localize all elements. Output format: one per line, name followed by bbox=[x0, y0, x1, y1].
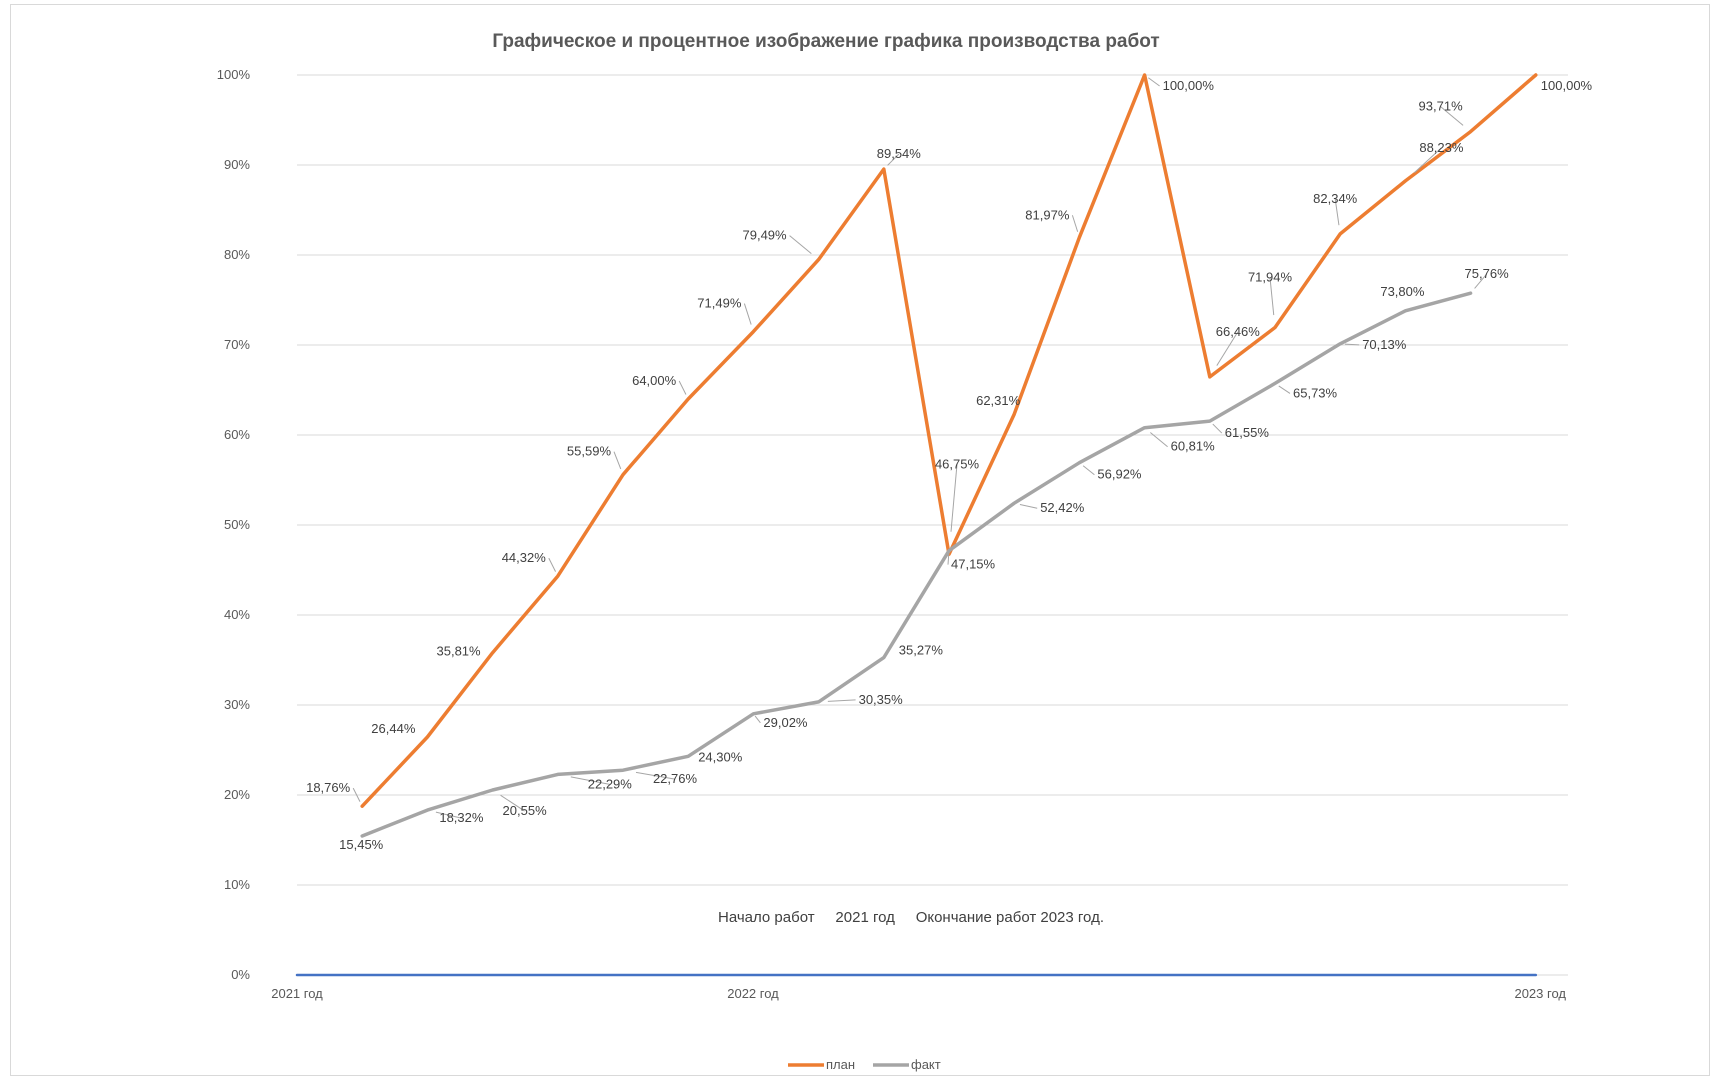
data-label: 100,00% bbox=[1541, 78, 1593, 93]
data-label: 18,32% bbox=[439, 810, 484, 825]
legend-label: план bbox=[826, 1057, 855, 1072]
y-axis-ticks: 0% 10% 20% 30% 40% 50% 60% 70% 80% 90% 100% bbox=[217, 67, 251, 982]
data-label: 24,30% bbox=[698, 749, 743, 764]
label-leader bbox=[827, 699, 856, 702]
y-tick-label: 60% bbox=[224, 427, 250, 442]
label-leader bbox=[1269, 277, 1275, 316]
label-leader bbox=[743, 303, 752, 325]
data-label: 55,59% bbox=[567, 444, 612, 459]
chart-annotation: Начало работ 2021 год Окончание работ 20… bbox=[718, 909, 1104, 926]
data-label: 60,81% bbox=[1171, 439, 1216, 454]
label-leader bbox=[570, 776, 610, 785]
x-axis-ticks: 2021 год 2022 год 2023 год bbox=[271, 986, 1566, 1001]
x-tick-label: 2023 год bbox=[1514, 986, 1566, 1001]
label-leader bbox=[1019, 503, 1038, 509]
data-label: 66,46% bbox=[1216, 324, 1261, 339]
data-label: 100,00% bbox=[1163, 78, 1215, 93]
data-label: 73,80% bbox=[1380, 284, 1425, 299]
data-label: 93,71% bbox=[1419, 99, 1464, 114]
legend: план факт bbox=[788, 1057, 941, 1072]
legend-label: факт bbox=[911, 1057, 941, 1072]
label-leader bbox=[950, 464, 958, 532]
data-label: 46,75% bbox=[935, 456, 980, 471]
data-label: 35,27% bbox=[899, 643, 944, 658]
y-tick-label: 0% bbox=[231, 967, 250, 982]
data-label: 61,55% bbox=[1225, 425, 1270, 440]
label-leader bbox=[500, 794, 525, 812]
label-leader bbox=[1082, 465, 1095, 476]
label-leader bbox=[548, 557, 556, 572]
data-label: 26,44% bbox=[371, 721, 416, 736]
label-leader bbox=[1414, 147, 1442, 174]
x-tick-label: 2022 год bbox=[727, 986, 779, 1001]
data-label: 88,23% bbox=[1419, 140, 1464, 155]
label-leader bbox=[435, 811, 462, 819]
series-line-факт bbox=[360, 291, 1473, 838]
data-label: 81,97% bbox=[1025, 207, 1070, 222]
label-leader bbox=[635, 771, 676, 780]
label-leader bbox=[947, 554, 950, 565]
y-tick-label: 70% bbox=[224, 337, 250, 352]
data-label: 79,49% bbox=[743, 228, 788, 243]
x-tick-label: 2021 год bbox=[271, 986, 323, 1001]
label-leader bbox=[352, 787, 361, 802]
data-label: 64,00% bbox=[632, 373, 677, 388]
label-leader bbox=[1216, 331, 1239, 366]
data-label: 47,15% bbox=[951, 557, 996, 572]
label-leader bbox=[1278, 385, 1291, 394]
y-tick-label: 30% bbox=[224, 697, 250, 712]
data-label: 22,29% bbox=[588, 776, 633, 791]
label-leader bbox=[1344, 343, 1360, 346]
data-label: 71,94% bbox=[1248, 270, 1293, 285]
data-label: 52,42% bbox=[1040, 500, 1085, 515]
label-leader bbox=[789, 235, 812, 254]
y-tick-label: 20% bbox=[224, 787, 250, 802]
data-label: 20,55% bbox=[503, 803, 548, 818]
chart-title: Графическое и процентное изображение гра… bbox=[492, 31, 1159, 52]
y-tick-label: 50% bbox=[224, 517, 250, 532]
label-leader bbox=[887, 153, 900, 166]
data-label: 70,13% bbox=[1362, 337, 1407, 352]
y-tick-label: 40% bbox=[224, 607, 250, 622]
label-leader bbox=[754, 715, 761, 724]
chart-frame bbox=[10, 4, 1710, 1076]
y-tick-label: 100% bbox=[217, 67, 251, 82]
data-label: 30,35% bbox=[859, 692, 904, 707]
data-label: 18,76% bbox=[306, 780, 351, 795]
label-leader bbox=[678, 380, 687, 395]
series-line-план bbox=[360, 73, 1538, 808]
label-leader bbox=[613, 451, 622, 470]
gridlines bbox=[297, 74, 1568, 976]
data-label: 82,34% bbox=[1313, 191, 1358, 206]
data-label: 65,73% bbox=[1293, 385, 1338, 400]
data-label: 89,54% bbox=[877, 146, 922, 161]
label-leader bbox=[1150, 432, 1168, 448]
y-tick-label: 80% bbox=[224, 247, 250, 262]
data-label: 15,45% bbox=[339, 837, 384, 852]
data-label: 35,81% bbox=[437, 644, 482, 659]
data-labels: 18,76% 26,44% 35,81% 44,32% 55,59% 64,00% 71,4… bbox=[306, 78, 1592, 852]
label-leader bbox=[1148, 77, 1160, 87]
data-label: 44,32% bbox=[502, 550, 547, 565]
data-label: 75,76% bbox=[1465, 266, 1510, 281]
y-tick-label: 10% bbox=[224, 877, 250, 892]
label-leader-lines bbox=[352, 77, 1487, 819]
data-label: 71,49% bbox=[697, 296, 742, 311]
data-label: 56,92% bbox=[1097, 467, 1142, 482]
label-leader bbox=[1071, 215, 1079, 232]
label-leader bbox=[1474, 273, 1487, 289]
data-label: 62,31% bbox=[976, 393, 1021, 408]
y-tick-label: 90% bbox=[224, 157, 250, 172]
data-label: 29,02% bbox=[763, 715, 808, 730]
label-leader bbox=[1334, 198, 1340, 226]
data-label: 22,76% bbox=[653, 771, 698, 786]
label-leader bbox=[1440, 106, 1464, 126]
label-leader bbox=[1212, 423, 1223, 434]
